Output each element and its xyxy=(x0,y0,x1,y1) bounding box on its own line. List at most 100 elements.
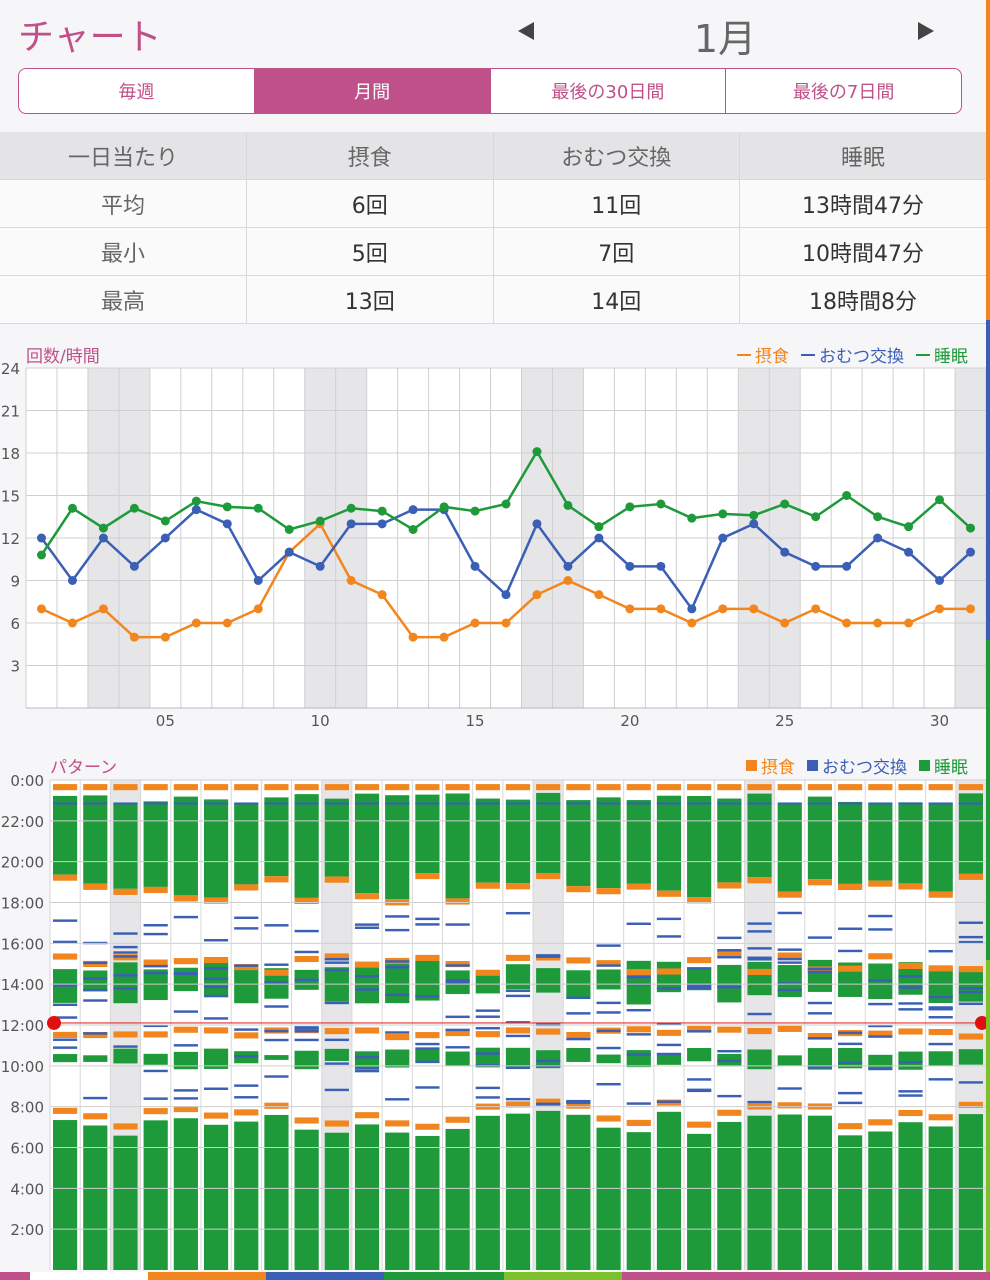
legend-label: 摂食 xyxy=(761,758,795,778)
data-point xyxy=(36,550,46,560)
pattern-block xyxy=(53,953,78,960)
legend-item-feeding: 摂食 xyxy=(746,753,795,778)
pattern-block xyxy=(807,967,833,971)
pattern-block xyxy=(385,960,410,963)
pattern-block xyxy=(324,798,349,877)
pattern-block xyxy=(385,1031,410,1034)
pattern-block xyxy=(898,802,923,805)
pattern-block xyxy=(505,799,531,884)
pattern-block xyxy=(807,1037,833,1040)
pattern-block xyxy=(83,977,108,980)
pattern-block xyxy=(143,1120,168,1270)
pattern-block xyxy=(777,803,802,892)
pattern-block xyxy=(113,1048,138,1064)
data-point xyxy=(439,632,449,642)
pattern-block xyxy=(898,1061,923,1064)
pattern-block xyxy=(143,1097,168,1100)
pattern-block xyxy=(777,952,802,959)
table-row: 最小 5回 7回 10時間47分 xyxy=(0,227,986,276)
data-point xyxy=(501,499,511,509)
pattern-block xyxy=(324,968,349,972)
pattern-block xyxy=(143,784,168,791)
pattern-block xyxy=(354,988,380,991)
pattern-block xyxy=(536,1103,561,1106)
line-chart-ylabel: 回数/時間 xyxy=(26,347,100,367)
tab-weekly[interactable]: 毎週 xyxy=(19,69,255,113)
stats-cell: 6回 xyxy=(246,179,494,228)
pattern-block xyxy=(596,964,621,967)
pattern-block xyxy=(717,882,742,889)
x-tick-label: 05 xyxy=(156,712,175,730)
pattern-block xyxy=(838,801,863,884)
pattern-block xyxy=(264,969,289,976)
pattern-block xyxy=(53,919,78,922)
pattern-block xyxy=(475,1009,500,1012)
pattern-block xyxy=(354,1069,380,1073)
pattern-block xyxy=(566,1102,591,1109)
header: チャート 1月 毎週 月間 最後の30日間 最後の7日間 xyxy=(0,0,986,130)
pattern-block xyxy=(868,804,893,881)
pattern-block xyxy=(354,1055,380,1059)
data-point xyxy=(129,632,139,642)
pattern-block xyxy=(324,1120,349,1127)
pattern-block xyxy=(83,784,108,791)
data-point xyxy=(284,547,294,557)
pattern-block xyxy=(83,1113,108,1120)
pattern-block xyxy=(415,1123,440,1130)
stats-cell: 10時間47分 xyxy=(739,227,986,276)
pattern-block xyxy=(354,1112,380,1119)
pattern-block xyxy=(717,986,742,989)
pattern-block xyxy=(234,1032,259,1039)
pattern-block xyxy=(687,796,712,898)
pattern-block xyxy=(596,1054,621,1064)
pattern-block xyxy=(747,968,772,976)
pattern-block xyxy=(536,792,561,873)
data-point xyxy=(253,576,263,585)
pattern-block xyxy=(838,1091,863,1095)
pattern-block xyxy=(898,975,923,978)
pattern-block xyxy=(898,962,923,970)
pattern-block xyxy=(656,968,682,975)
pattern-block xyxy=(898,1051,923,1070)
stats-cell: 最小 xyxy=(0,227,247,276)
pattern-block xyxy=(415,1032,440,1039)
pattern-block xyxy=(234,1109,259,1116)
pattern-block xyxy=(234,802,259,805)
next-month-arrow-icon[interactable] xyxy=(912,18,938,44)
pattern-block xyxy=(173,1010,198,1013)
data-point xyxy=(532,590,542,600)
pattern-block xyxy=(264,963,289,966)
data-point xyxy=(811,561,821,571)
stats-header: おむつ交換 xyxy=(493,132,740,180)
pattern-block xyxy=(898,883,923,890)
pattern-block xyxy=(264,802,289,805)
pattern-block xyxy=(83,1031,108,1039)
y-tick-label: 18:00 xyxy=(1,895,44,913)
pattern-block xyxy=(203,939,229,942)
pattern-block xyxy=(324,1038,349,1042)
pattern-block xyxy=(203,967,229,970)
pattern-block xyxy=(143,1053,168,1065)
pattern-block xyxy=(868,1119,893,1126)
data-point xyxy=(873,512,883,522)
tab-monthly[interactable]: 月間 xyxy=(254,69,491,113)
pattern-block xyxy=(717,1121,742,1270)
tab-last-30-days[interactable]: 最後の30日間 xyxy=(491,69,727,113)
prev-month-arrow-icon[interactable] xyxy=(514,18,540,44)
y-tick-label: 15 xyxy=(1,488,20,506)
data-point xyxy=(811,512,821,522)
pattern-block xyxy=(385,1033,410,1041)
pattern-block xyxy=(445,1051,470,1067)
pattern-block xyxy=(113,802,138,805)
table-row: 平均 6回 11回 13時間47分 xyxy=(0,179,986,228)
pattern-block xyxy=(234,964,259,971)
data-point xyxy=(129,561,139,571)
pattern-block xyxy=(475,1052,500,1055)
pattern-block xyxy=(203,1027,229,1034)
tab-last-7-days[interactable]: 最後の7日間 xyxy=(792,82,895,103)
data-point xyxy=(191,505,201,515)
pattern-block xyxy=(536,1098,561,1105)
pattern-block xyxy=(807,802,833,805)
pattern-block xyxy=(113,1045,138,1048)
pattern-block xyxy=(958,1002,983,1006)
